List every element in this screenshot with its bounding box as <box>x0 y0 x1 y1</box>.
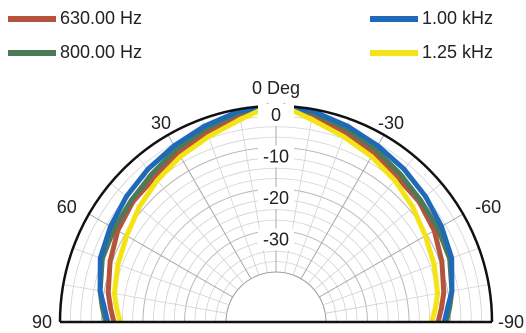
series-line-1-00-khz-left <box>97 103 270 323</box>
angle-label: -90 <box>498 312 524 332</box>
legend: 630.00 Hz 800.00 Hz 1.00 kHz 1.25 kHz <box>8 8 493 62</box>
legend-swatch <box>370 16 418 22</box>
legend-label: 800.00 Hz <box>60 42 142 62</box>
series-line-1-25-khz-left <box>111 103 271 323</box>
series-layer <box>97 103 455 323</box>
legend-swatch <box>8 16 56 22</box>
series-line-1-00-khz-right <box>282 103 455 323</box>
legend-label: 1.25 kHz <box>422 42 493 62</box>
radial-label-backdrop <box>258 187 294 209</box>
angle-label: 30 <box>151 113 171 133</box>
legend-label: 630.00 Hz <box>60 8 142 28</box>
angle-label: -30 <box>378 113 404 133</box>
radial-tick-label: 0 <box>271 105 281 125</box>
grid-spoke <box>300 134 385 279</box>
grid-spoke <box>167 134 252 279</box>
radial-tick-label: -20 <box>263 188 289 208</box>
angle-label-0: 0 Deg <box>252 78 300 98</box>
series-line-1-25-khz-right <box>281 103 441 323</box>
radial-label-backdrop <box>258 228 294 251</box>
radial-tick-label: -30 <box>263 230 289 250</box>
legend-swatch <box>370 50 418 56</box>
legend-swatch <box>8 50 56 56</box>
radial-label-backdrop <box>258 104 294 126</box>
radial-label-backdrop <box>258 145 294 168</box>
grid-spoke <box>325 284 489 314</box>
legend-label: 1.00 kHz <box>422 8 493 28</box>
grid-spoke <box>292 118 351 276</box>
angle-label: -60 <box>475 197 501 217</box>
grid-spoke <box>63 284 227 314</box>
angle-label: 60 <box>57 197 77 217</box>
radial-tick-label: -10 <box>263 147 289 167</box>
grid-spoke <box>201 118 260 276</box>
angle-label: 90 <box>32 312 52 332</box>
inner-boundary-arc <box>225 271 327 323</box>
axis-labels: 0 Deg 30 -30 60 -60 90 -90 0 -10 -20 -30 <box>32 78 524 332</box>
